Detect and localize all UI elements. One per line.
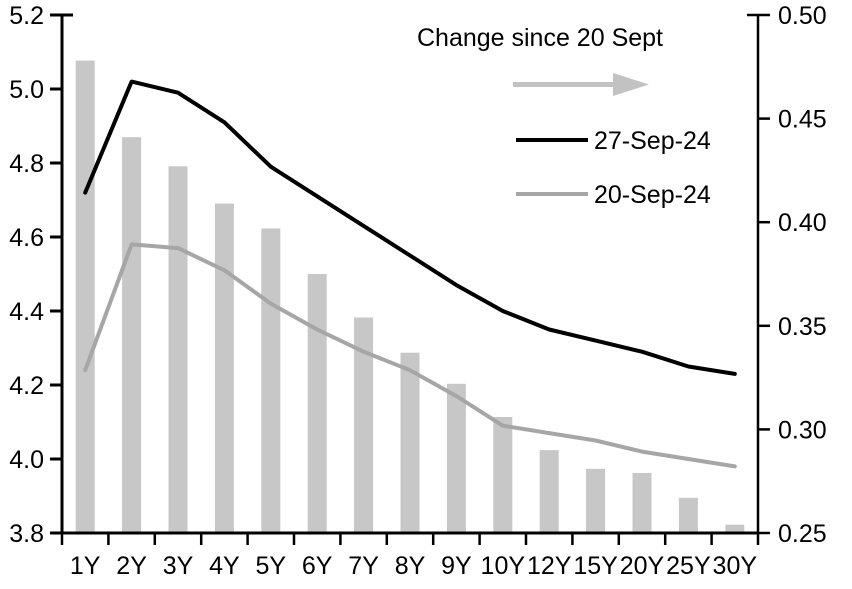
- y-axis-left-tick-label: 4.6: [9, 224, 44, 252]
- y-axis-left-tick-label: 4.4: [9, 298, 44, 326]
- bar-change-2Y: [122, 137, 142, 533]
- legend-entry-20-sep: 20-Sep-24: [594, 181, 711, 209]
- x-axis-tick-label-15y: 15Y: [573, 552, 618, 580]
- bar-change-9Y: [446, 383, 466, 533]
- y-axis-right-tick-label: 0.40: [778, 209, 827, 237]
- chart-legend: Change since 20 Sept 27-Sep-24 20-Sep-24: [417, 24, 711, 209]
- arrow-head: [613, 73, 649, 96]
- y-axis-right-tick-label: 0.25: [778, 520, 827, 548]
- bar-change-1Y: [75, 60, 95, 533]
- bar-change-6Y: [307, 274, 327, 533]
- y-axis-left-tick-label: 5.2: [9, 2, 44, 30]
- x-axis-tick-label-1y: 1Y: [70, 552, 101, 580]
- x-axis-tick-label-6y: 6Y: [302, 552, 333, 580]
- bar-change-7Y: [354, 317, 374, 533]
- arrow-shaft: [513, 82, 615, 87]
- legend-entry-27-sep: 27-Sep-24: [594, 127, 711, 155]
- y-axis-right-tick-label: 0.50: [778, 2, 827, 30]
- x-axis-tick-label-30y: 30Y: [713, 552, 758, 580]
- x-axis-tick-label-12y: 12Y: [527, 552, 572, 580]
- tick-labels-layer: 5.2 5.0 4.8 4.6 4.4 4.2 4.0 3.8 0.50 0.45 0.40 0.35…: [9, 2, 826, 580]
- axes-layer: [50, 13, 770, 545]
- bar-change-10Y: [493, 417, 513, 533]
- line-20-sep-24: [83, 242, 737, 469]
- bar-change-3Y: [168, 166, 188, 534]
- y-axis-left-tick-label: 4.0: [9, 446, 44, 474]
- x-axis-tick-label-7y: 7Y: [348, 552, 379, 580]
- bar-change-15Y: [586, 468, 606, 533]
- x-axis-tick-label-3y: 3Y: [163, 552, 194, 580]
- change-arrow-icon: [513, 73, 649, 96]
- y-axis-right-tick-label: 0.35: [778, 313, 827, 341]
- bar-series-layer: [75, 60, 745, 534]
- line-27-sep-24: [83, 79, 737, 376]
- bar-change-25Y: [678, 497, 698, 533]
- x-axis-tick-label-9y: 9Y: [441, 552, 472, 580]
- y-axis-left-tick-label: 4.8: [9, 150, 44, 178]
- bar-change-12Y: [539, 450, 559, 533]
- y-axis-right-tick-label: 0.45: [778, 106, 827, 134]
- bar-change-5Y: [261, 228, 281, 533]
- x-axis-tick-label-4y: 4Y: [209, 552, 240, 580]
- y-axis-left-tick-label: 4.2: [9, 372, 44, 400]
- bar-change-30Y: [725, 524, 745, 533]
- bar-change-4Y: [214, 203, 234, 533]
- y-axis-right-tick-label: 0.30: [778, 416, 827, 444]
- x-axis-tick-label-2y: 2Y: [116, 552, 147, 580]
- x-axis-tick-label-5y: 5Y: [256, 552, 287, 580]
- y-axis-left-tick-label: 5.0: [9, 76, 44, 104]
- x-axis-tick-label-10y: 10Y: [481, 552, 526, 580]
- line-series-layer: [83, 79, 737, 469]
- bar-change-20Y: [632, 472, 652, 533]
- y-axis-left-tick-label: 3.8: [9, 520, 44, 548]
- legend-title: Change since 20 Sept: [417, 24, 663, 52]
- x-axis-tick-label-20y: 20Y: [620, 552, 665, 580]
- bar-change-8Y: [400, 352, 420, 533]
- x-axis-tick-label-25y: 25Y: [666, 552, 711, 580]
- x-axis-tick-label-8y: 8Y: [395, 552, 426, 580]
